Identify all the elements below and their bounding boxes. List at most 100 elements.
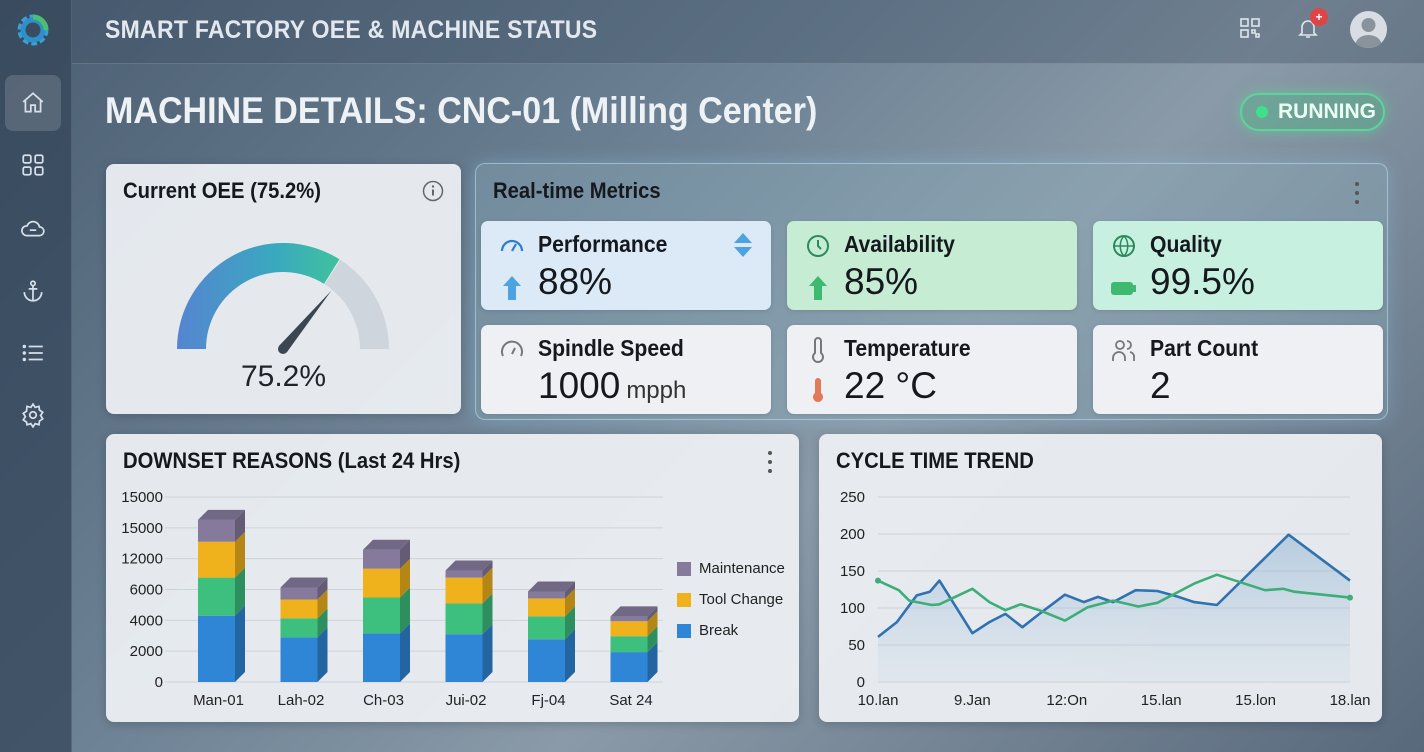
sidebar-item-anchor[interactable]: [5, 263, 61, 319]
downset-menu-button[interactable]: [767, 451, 773, 473]
y-tick-label: 50: [848, 637, 865, 654]
bar-side-maintenance: [647, 606, 658, 622]
metrics-title: Real-time Metrics: [493, 178, 661, 203]
series-area: [878, 534, 1350, 682]
y-tick-label: 4000: [130, 612, 163, 629]
metric-card-spindle-speed[interactable]: Spindle Speed 1000 mpph: [481, 325, 771, 414]
y-tick-label: 15000: [121, 489, 163, 506]
y-tick-label: 200: [840, 526, 865, 543]
bar-side-break: [565, 629, 575, 682]
cycle-title: CYCLE TIME TREND: [836, 448, 1034, 473]
metric-card-part-count[interactable]: Part Count 2: [1093, 325, 1383, 414]
gauge-needle-hub: [278, 344, 288, 354]
downset-title: DOWNSET REASONS (Last 24 Hrs): [123, 448, 461, 473]
bar-segment-maintenance: [528, 591, 565, 599]
metric-card-availability[interactable]: Availability 85%: [787, 221, 1077, 310]
metrics-menu-button[interactable]: [1354, 182, 1360, 204]
bar-side-maintenance: [565, 581, 575, 599]
bar-segment-green: [198, 577, 235, 616]
x-tick-label: 15.lan: [1141, 692, 1182, 709]
x-tick-label: 12:On: [1046, 692, 1087, 709]
notification-badge: +: [1310, 8, 1328, 26]
info-icon[interactable]: [422, 180, 444, 202]
bar-side-break: [235, 605, 245, 682]
sidebar-item-settings[interactable]: [5, 387, 61, 443]
metric-value-text: 99.5%: [1150, 261, 1255, 302]
bar-side-tool-change: [647, 611, 658, 637]
y-tick-label: 2000: [130, 643, 163, 660]
qr-code-icon: [1240, 18, 1260, 38]
bar-side-tool-change: [400, 558, 410, 598]
bar-segment-tool-change: [198, 541, 235, 578]
sort-toggle-icon[interactable]: [731, 231, 755, 259]
bar-segment-tool-change: [363, 568, 400, 598]
legend-label: Tool Change: [699, 591, 784, 608]
bar-side-green: [565, 606, 575, 640]
x-tick-label: 15.lon: [1235, 692, 1276, 709]
series-line-1: [877, 573, 1351, 622]
legend-tool-change: Tool Change: [677, 591, 783, 608]
status-badge: RUNNING: [1240, 93, 1385, 131]
thermometer-hot-icon: [813, 378, 823, 402]
bar-segment-tool-change: [528, 598, 565, 617]
bar-side-maintenance: [317, 577, 328, 600]
y-tick-label: 15000: [121, 520, 163, 537]
metric-value: 88%: [538, 261, 618, 303]
up-arrow-icon: [503, 276, 521, 300]
bar-segment-break: [445, 634, 483, 682]
metric-value: 1000 mpph: [538, 365, 686, 407]
metric-value-text: 85%: [844, 261, 919, 302]
bar-side-green: [235, 567, 245, 616]
series-line-0: [877, 533, 1351, 638]
gauge-icon: [501, 340, 523, 357]
metric-card-temperature[interactable]: Temperature 22 °C: [787, 325, 1077, 414]
series-endpoint: [1347, 594, 1353, 601]
y-tick-label: 100: [840, 600, 865, 617]
bar-side-green: [400, 587, 410, 634]
bar-segment-tool-change: [445, 577, 483, 604]
metric-card-quality[interactable]: Quality 99.5%: [1093, 221, 1383, 310]
y-tick-label: 250: [840, 489, 865, 506]
sidebar-item-list[interactable]: [5, 325, 61, 381]
oee-title: Current OEE (75.2%): [123, 178, 321, 203]
metric-label: Part Count: [1150, 335, 1259, 361]
bar-top-maintenance: [198, 509, 245, 520]
y-tick-label: 6000: [130, 582, 163, 599]
battery-icon: [1111, 282, 1136, 295]
series-endpoint: [875, 577, 881, 584]
sidebar-item-dashboard[interactable]: [5, 137, 61, 193]
metric-label: Spindle Speed: [538, 335, 684, 361]
bar-side-green: [482, 593, 493, 635]
qr-code-button[interactable]: [1238, 16, 1268, 46]
legend-label: Maintenance: [699, 560, 785, 577]
metric-value-text: 2: [1150, 365, 1171, 406]
logo-gear-icon: [17, 14, 49, 46]
bar-segment-green: [445, 603, 483, 635]
x-tick-label: 9.Jan: [954, 692, 991, 709]
bar-side-maintenance: [482, 560, 493, 578]
bar-segment-tool-change: [610, 621, 648, 637]
notifications-button[interactable]: +: [1296, 8, 1328, 46]
sidebar-item-cloud[interactable]: [5, 200, 61, 256]
gauge-remaining-arc: [324, 259, 389, 349]
metric-label: Quality: [1150, 231, 1222, 257]
home-icon: [22, 92, 44, 113]
oee-value: 75.2%: [240, 360, 327, 393]
bar-segment-maintenance: [198, 519, 235, 542]
sidebar-item-home[interactable]: [5, 75, 61, 131]
y-tick-label: 12000: [121, 551, 163, 568]
legend-maintenance: Maintenance: [677, 560, 785, 577]
clock-icon: [807, 235, 829, 257]
x-tick-label: 10.lan: [858, 692, 899, 709]
metric-unit: mpph: [626, 377, 687, 404]
bar-side-green: [317, 608, 328, 638]
anchor-icon: [23, 280, 43, 302]
status-label: RUNNING: [1278, 100, 1376, 123]
metric-value-text: 88%: [538, 261, 613, 302]
user-avatar[interactable]: [1350, 11, 1387, 48]
metric-card-performance[interactable]: Performance 88%: [481, 221, 771, 310]
bar-segment-break: [528, 639, 565, 682]
gauge-needle: [279, 290, 332, 353]
bar-segment-tool-change: [280, 599, 318, 619]
gear-icon: [22, 402, 44, 428]
